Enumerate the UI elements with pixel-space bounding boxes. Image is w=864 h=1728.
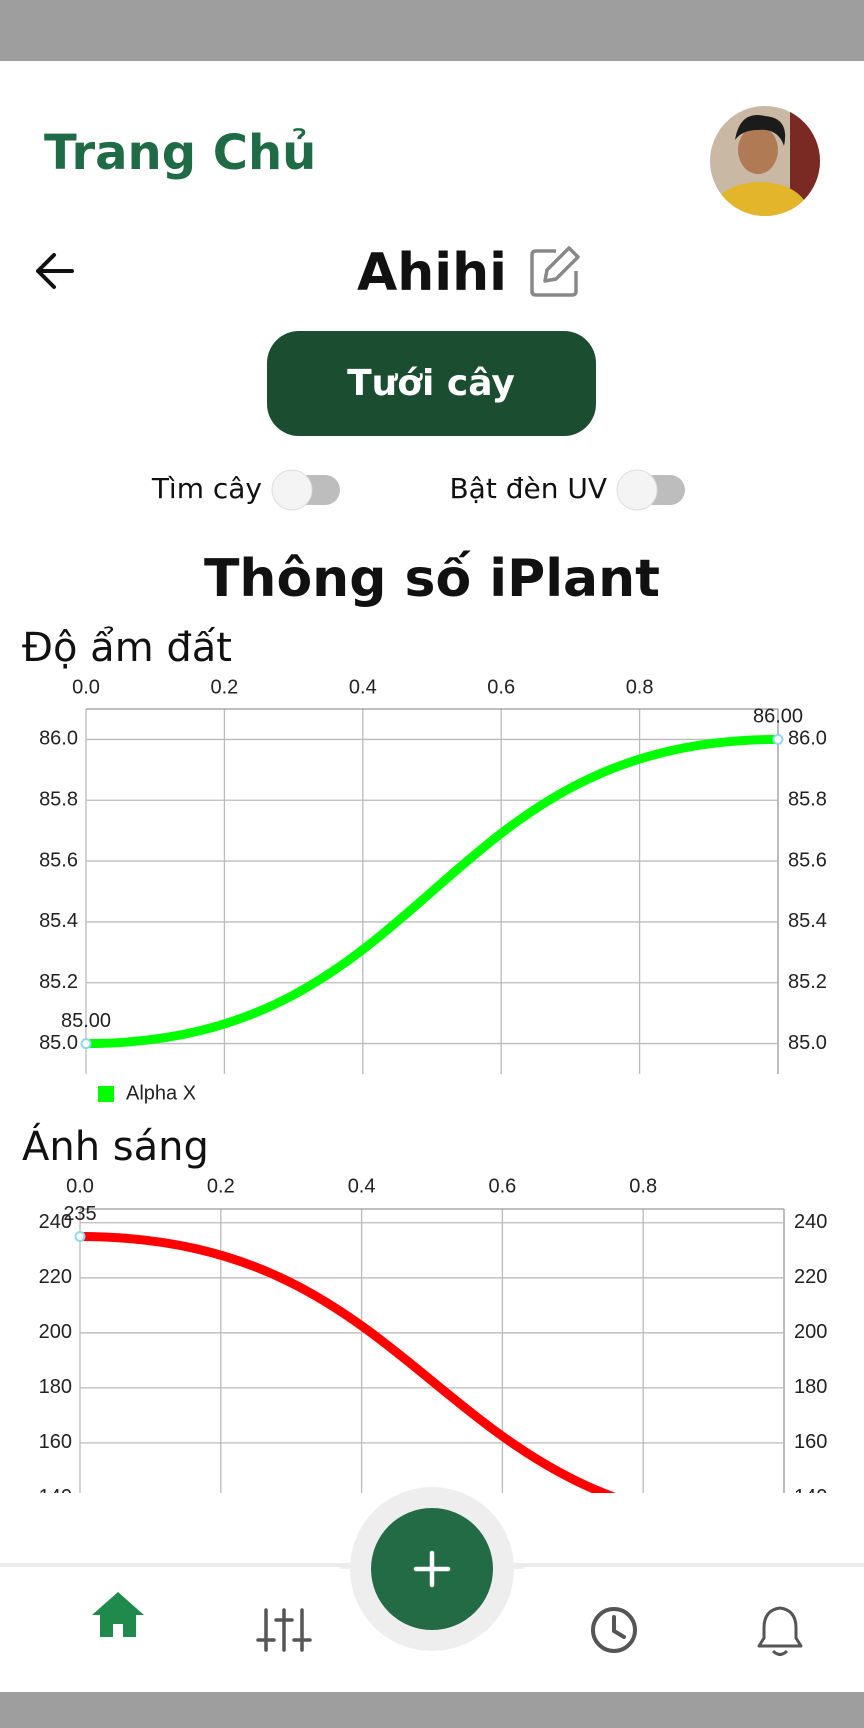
- avatar[interactable]: [710, 106, 820, 242]
- data-label: 85.00: [61, 1010, 111, 1032]
- system-nav-bar: [0, 1692, 864, 1728]
- y2-tick-label: 160: [794, 1431, 827, 1453]
- edit-button[interactable]: [530, 246, 580, 297]
- y2-tick-label: 240: [794, 1211, 827, 1233]
- data-line: [75, 1232, 617, 1493]
- y2-tick-label: 85.2: [788, 971, 827, 993]
- y-tick-label: 85.6: [39, 849, 78, 871]
- charts: Độ ẩm đất 0.0 0.2 0.4 0.6 0.8 85.0 85.0 85.2 85.2…: [22, 625, 827, 1530]
- data-label: 235: [63, 1203, 96, 1225]
- toggle-label: Tìm cây: [151, 472, 262, 505]
- x-tick-label: 0.6: [488, 1175, 516, 1197]
- notifications-tab[interactable]: [757, 1606, 803, 1656]
- data-label: 130: [767, 1492, 800, 1514]
- toggle-switch[interactable]: [271, 469, 340, 511]
- y2-tick-label: 200: [794, 1321, 827, 1343]
- y-tick-label: 85.8: [39, 789, 78, 811]
- toggle-label: Bật đèn UV: [449, 472, 607, 505]
- x-tick-label: 0.0: [66, 1175, 94, 1197]
- y-tick-label: 85.2: [39, 971, 78, 993]
- y-tick-label: 220: [39, 1266, 72, 1288]
- x-tick-label: 0.6: [487, 676, 515, 698]
- data-label: 86.00: [753, 706, 803, 728]
- chart-title: Ánh sáng: [22, 1122, 209, 1170]
- x-tick-label: 0.0: [72, 676, 100, 698]
- x-tick-label: 0.4: [348, 1175, 376, 1197]
- y2-tick-label: 85.4: [788, 910, 827, 932]
- y-tick-label: 240: [39, 1211, 72, 1233]
- data-point: [80, 1038, 92, 1050]
- x-tick-label: 0.8: [626, 676, 654, 698]
- data-line: [81, 734, 783, 1049]
- status-bar: [0, 0, 864, 61]
- water-button[interactable]: [267, 331, 596, 436]
- data-point: [780, 1521, 789, 1530]
- y-tick-label: 200: [39, 1321, 72, 1343]
- y2-tick-label: 140: [794, 1486, 827, 1508]
- x-tick-label: 0.8: [629, 1175, 657, 1197]
- water-button-label: Tưới cây: [347, 363, 515, 404]
- page-title: Trang Chủ: [44, 125, 316, 181]
- legend-swatch: [98, 1086, 114, 1102]
- line-chart: Ánh sáng 0.0 0.2 0.4 0.6 0.8 140 140 160 160 180 18…: [22, 1122, 827, 1530]
- y2-tick-label: 85.6: [788, 849, 827, 871]
- y-tick-label: 85.0: [39, 1032, 78, 1054]
- y2-tick-label: 85.8: [788, 789, 827, 811]
- bottom-nav: [0, 1487, 864, 1692]
- back-button[interactable]: [36, 253, 74, 289]
- y2-tick-label: 86.0: [788, 728, 827, 750]
- toggle-switch[interactable]: [616, 469, 685, 511]
- device-name: Ahihi: [357, 243, 507, 303]
- legend-label: Alpha X: [126, 1082, 196, 1104]
- y-tick-label: 140: [39, 1486, 72, 1508]
- x-tick-label: 0.4: [349, 676, 377, 698]
- home-tab[interactable]: [92, 1592, 144, 1637]
- x-tick-label: 0.2: [207, 1175, 235, 1197]
- history-tab[interactable]: [591, 1607, 637, 1653]
- y-tick-label: 160: [39, 1431, 72, 1453]
- x-tick-label: 0.2: [210, 676, 238, 698]
- y2-tick-label: 85.0: [788, 1032, 827, 1054]
- y2-tick-label: 180: [794, 1376, 827, 1398]
- data-point: [74, 1231, 86, 1243]
- section-title: Thông số iPlant: [204, 549, 660, 609]
- line-chart: Độ ẩm đất 0.0 0.2 0.4 0.6 0.8 85.0 85.0 85.2 85.2…: [22, 625, 827, 1104]
- y-tick-label: 180: [39, 1376, 72, 1398]
- data-point: [772, 733, 784, 745]
- y-tick-label: 86.0: [39, 728, 78, 750]
- controls-tab[interactable]: [256, 1608, 312, 1652]
- y2-tick-label: 220: [794, 1266, 827, 1288]
- chart-title: Độ ẩm đất: [22, 625, 232, 671]
- y-tick-label: 85.4: [39, 910, 78, 932]
